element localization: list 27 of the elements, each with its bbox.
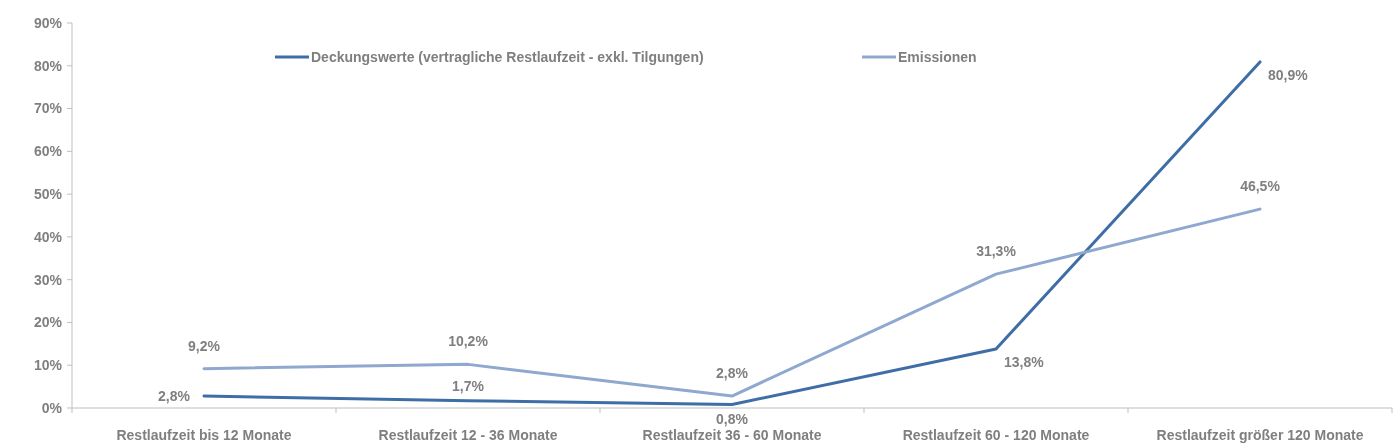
- x-tick-label: Restlaufzeit bis 12 Monate: [116, 427, 292, 443]
- data-label: 10,2%: [448, 333, 489, 350]
- y-tick-label: 20%: [33, 314, 63, 331]
- y-tick-label: 0%: [41, 399, 63, 416]
- y-tick-label: 50%: [33, 186, 63, 203]
- data-label: 2,8%: [716, 365, 749, 382]
- data-label: 1,7%: [452, 377, 485, 394]
- data-label: 9,2%: [188, 337, 221, 354]
- data-label: 31,3%: [976, 243, 1017, 260]
- data-label: 46,5%: [1240, 178, 1281, 195]
- data-label: 0,8%: [716, 410, 749, 427]
- data-label: 13,8%: [1004, 353, 1045, 370]
- y-tick-label: 90%: [33, 14, 63, 31]
- y-tick-label: 60%: [33, 143, 63, 160]
- data-label: 2,8%: [158, 388, 191, 405]
- y-tick-label: 10%: [33, 357, 63, 374]
- y-tick-label: 40%: [33, 228, 63, 245]
- x-tick-label: Restlaufzeit 36 - 60 Monate: [642, 427, 822, 443]
- data-label: 80,9%: [1268, 66, 1309, 83]
- y-tick-label: 70%: [33, 100, 63, 117]
- legend-label: Deckungswerte (vertragliche Restlaufzeit - exkl. Tilgungen): [311, 48, 704, 65]
- x-tick-label: Restlaufzeit 12 - 36 Monate: [378, 427, 558, 443]
- x-tick-label: Restlaufzeit 60 - 120 Monate: [902, 427, 1090, 443]
- y-tick-label: 80%: [33, 57, 63, 74]
- legend-label: Emissionen: [898, 48, 977, 65]
- x-tick-label: Restlaufzeit größer 120 Monate: [1156, 427, 1364, 443]
- y-tick-label: 30%: [33, 271, 63, 288]
